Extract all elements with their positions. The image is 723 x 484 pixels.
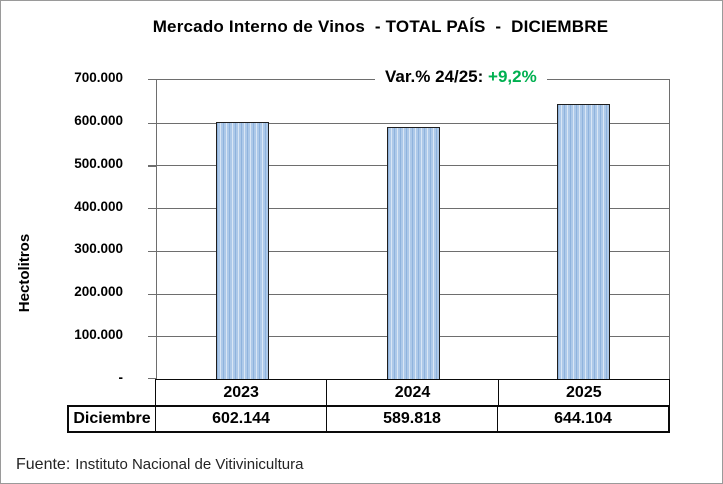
bar-2023 (215, 121, 269, 379)
axis-tick-500000 (148, 165, 157, 167)
gridline-600000 (157, 122, 669, 124)
plot-area: Var.% 24/25: +9,2% (148, 67, 670, 380)
table-row-label: Diciembre (69, 407, 156, 431)
bar-slot-2024 (328, 80, 499, 379)
source-text: Instituto Nacional de Vitivinicultura (75, 456, 304, 473)
table-value-2025: 644.104 (497, 407, 668, 431)
category-label-2024: 2024 (326, 380, 497, 405)
bar-slot-2023 (157, 80, 328, 379)
axis-tick-700000 (148, 79, 157, 81)
source-caption: Fuente: Instituto Nacional de Vitivinicul… (16, 456, 303, 474)
y-tick-200000: 200.000 (74, 284, 123, 300)
y-tick-700000: 700.000 (74, 70, 123, 85)
y-axis-tick-labels: 700.000 600.000 500.000 400.000 300.000 … (1, 70, 123, 385)
bar-2025 (557, 103, 611, 379)
bar-series (157, 80, 669, 379)
axis-tick-100000 (148, 336, 157, 338)
source-prefix: Fuente: (16, 456, 71, 473)
page-title: Mercado Interno de Vinos - TOTAL PAÍS - … (152, 17, 609, 36)
y-tick-zero: - (118, 370, 124, 385)
axis-tick-600000 (148, 122, 157, 124)
bar-2024 (386, 127, 440, 379)
axis-tick-400000 (148, 208, 157, 210)
table-value-2024: 589.818 (326, 407, 497, 431)
category-label-2023: 2023 (223, 383, 259, 401)
y-tick-100000: 100.000 (74, 327, 123, 343)
table-value-2023: 602.144 (212, 410, 270, 427)
category-label-2025: 2025 (497, 380, 669, 405)
annotation-value: +9,2% (488, 67, 537, 86)
axis-tick-200000 (148, 293, 157, 295)
variation-annotation: Var.% 24/25: +9,2% (375, 67, 547, 87)
y-tick-300000: 300.000 (74, 241, 123, 257)
y-tick-400000: 400.000 (74, 198, 123, 214)
axis-tick-300000 (148, 250, 157, 253)
bar-slot-2025 (498, 80, 669, 379)
axis-tick-zero (148, 378, 157, 380)
y-tick-600000: 600.000 (74, 112, 123, 128)
annotation-label: Var.% 24/25: (385, 67, 484, 86)
data-table-row: Diciembre 602.144 589.818 644.104 (67, 405, 670, 433)
y-tick-500000: 500.000 (74, 155, 123, 171)
category-axis-row: 2023 2024 2025 (155, 379, 670, 405)
